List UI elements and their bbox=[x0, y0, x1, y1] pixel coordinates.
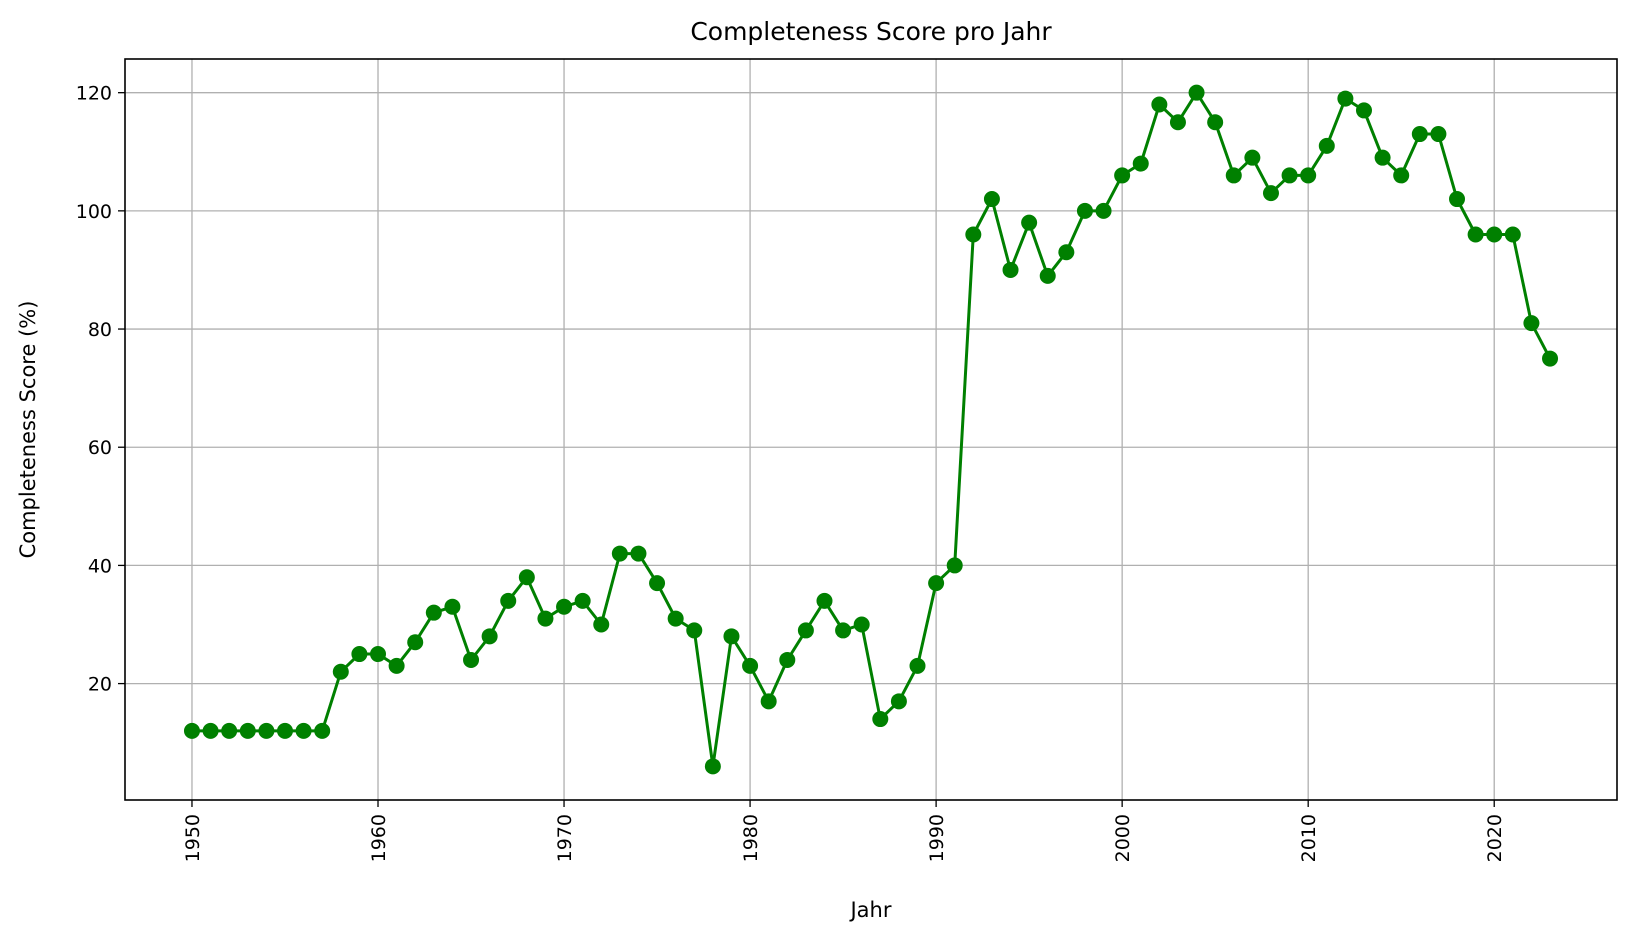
data-point bbox=[890, 693, 907, 710]
y-tick-label: 80 bbox=[88, 319, 112, 341]
x-axis-label: Jahr bbox=[848, 898, 891, 922]
data-point bbox=[1132, 155, 1149, 172]
data-point bbox=[742, 657, 759, 674]
x-tick-label: 1970 bbox=[554, 814, 576, 862]
data-point bbox=[183, 722, 200, 739]
x-tick-label: 2020 bbox=[1484, 814, 1506, 862]
data-point bbox=[1002, 261, 1019, 278]
data-point bbox=[1393, 167, 1410, 184]
data-point bbox=[686, 622, 703, 639]
data-point bbox=[518, 569, 535, 586]
data-point bbox=[537, 610, 554, 627]
data-point bbox=[928, 575, 945, 592]
y-tick-label: 100 bbox=[76, 201, 112, 223]
y-tick-label: 120 bbox=[76, 83, 112, 105]
data-point bbox=[853, 616, 870, 633]
data-point bbox=[909, 657, 926, 674]
data-point bbox=[1355, 102, 1372, 119]
y-axis-label: Completeness Score (%) bbox=[16, 301, 40, 559]
data-point bbox=[835, 622, 852, 639]
data-point bbox=[593, 616, 610, 633]
x-tick-label: 1980 bbox=[740, 814, 762, 862]
data-point bbox=[425, 604, 442, 621]
data-point bbox=[351, 646, 368, 663]
data-point bbox=[1542, 350, 1559, 367]
x-tick-label: 2010 bbox=[1298, 814, 1320, 862]
x-axis: 1950 1960 1970 1980 1990 2000 2010 2020 bbox=[182, 800, 1506, 862]
data-point bbox=[1058, 244, 1075, 261]
data-point bbox=[630, 545, 647, 562]
data-point bbox=[1300, 167, 1317, 184]
data-point bbox=[1411, 126, 1428, 143]
data-point bbox=[1337, 90, 1354, 107]
x-tick-label: 1950 bbox=[182, 814, 204, 862]
data-point bbox=[221, 722, 238, 739]
data-point bbox=[779, 651, 796, 668]
data-point bbox=[1188, 84, 1205, 101]
data-point bbox=[1281, 167, 1298, 184]
data-point bbox=[1467, 226, 1484, 243]
x-tick-label: 1960 bbox=[368, 814, 390, 862]
data-point bbox=[1151, 96, 1168, 113]
data-point bbox=[1262, 185, 1279, 202]
data-point bbox=[1523, 315, 1540, 332]
data-point bbox=[481, 628, 498, 645]
data-point bbox=[1225, 167, 1242, 184]
data-point bbox=[1504, 226, 1521, 243]
data-point bbox=[574, 592, 591, 609]
data-point bbox=[444, 598, 461, 615]
series-layer bbox=[183, 84, 1559, 775]
data-point bbox=[463, 651, 480, 668]
data-point bbox=[1374, 149, 1391, 166]
data-point bbox=[1039, 267, 1056, 284]
data-point bbox=[1430, 126, 1447, 143]
data-point bbox=[1021, 214, 1038, 231]
y-tick-label: 20 bbox=[88, 674, 112, 696]
data-point bbox=[556, 598, 573, 615]
data-point bbox=[1207, 114, 1224, 131]
data-point bbox=[872, 711, 889, 728]
x-tick-label: 1990 bbox=[926, 814, 948, 862]
data-point bbox=[667, 610, 684, 627]
y-tick-label: 40 bbox=[88, 555, 112, 577]
data-point bbox=[314, 722, 331, 739]
data-point bbox=[407, 634, 424, 651]
y-tick-label: 60 bbox=[88, 437, 112, 459]
data-point bbox=[500, 592, 517, 609]
data-point bbox=[946, 557, 963, 574]
data-point bbox=[797, 622, 814, 639]
data-point bbox=[388, 657, 405, 674]
data-point bbox=[965, 226, 982, 243]
data-point bbox=[295, 722, 312, 739]
data-point bbox=[1486, 226, 1503, 243]
chart-title: Completeness Score pro Jahr bbox=[690, 17, 1052, 46]
data-point bbox=[611, 545, 628, 562]
data-point bbox=[258, 722, 275, 739]
data-point bbox=[1076, 202, 1093, 219]
data-point bbox=[1169, 114, 1186, 131]
x-tick-label: 2000 bbox=[1112, 814, 1134, 862]
data-point bbox=[816, 592, 833, 609]
data-point bbox=[704, 758, 721, 775]
data-point bbox=[370, 646, 387, 663]
data-point bbox=[1095, 202, 1112, 219]
data-point bbox=[276, 722, 293, 739]
data-point bbox=[983, 191, 1000, 208]
data-point bbox=[1318, 137, 1335, 154]
data-point bbox=[1114, 167, 1131, 184]
data-point bbox=[1244, 149, 1261, 166]
plot-frame bbox=[124, 58, 1618, 801]
data-point bbox=[1449, 191, 1466, 208]
data-point bbox=[202, 722, 219, 739]
data-point bbox=[239, 722, 256, 739]
data-point bbox=[723, 628, 740, 645]
data-point bbox=[332, 663, 349, 680]
data-point bbox=[649, 575, 666, 592]
y-axis: 20 40 60 80 100 120 bbox=[76, 83, 125, 696]
data-point bbox=[760, 693, 777, 710]
